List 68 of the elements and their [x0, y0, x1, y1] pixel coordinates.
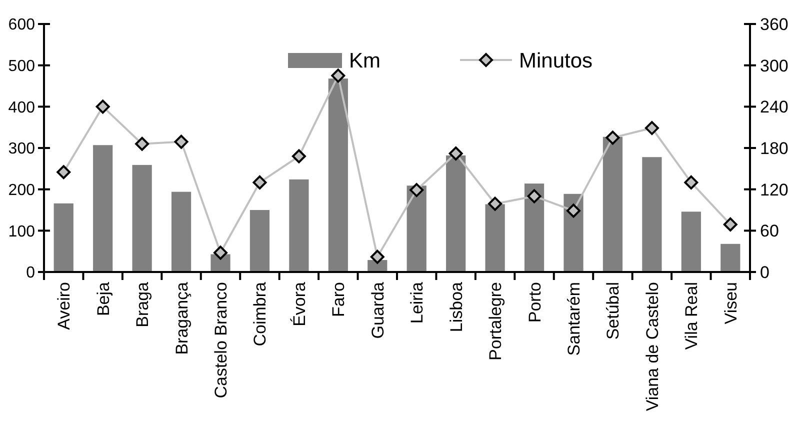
bar: [524, 184, 544, 272]
y-tick-label: 0: [26, 264, 36, 282]
bar: [681, 212, 701, 272]
point: [370, 250, 384, 264]
x-tick-label: Leiria: [408, 281, 427, 324]
x-tick-label: Setúbal: [604, 282, 623, 340]
point: [644, 121, 659, 136]
x-tick-label: Faro: [329, 282, 348, 317]
bar: [171, 192, 192, 272]
bar: [602, 136, 623, 272]
x-tick-label: Aveiro: [54, 282, 74, 330]
point: [410, 183, 424, 198]
x-tick-label: Santarém: [564, 282, 584, 356]
x-tick-label: Lisboa: [446, 281, 466, 332]
y-tick-label: 600: [8, 16, 36, 34]
point: [56, 165, 71, 180]
y-tick-label: 200: [8, 182, 36, 199]
bar: [132, 164, 152, 272]
x-tick-label: Évora: [290, 281, 309, 326]
y2-tick-label: 240: [760, 98, 788, 117]
legend-label: Km: [349, 49, 380, 72]
y2-tick-label: 0: [760, 262, 770, 282]
bar: [406, 186, 426, 272]
point: [448, 146, 463, 161]
y2-tick-label: 180: [760, 138, 788, 158]
point: [252, 175, 267, 190]
x-tick-label: Guarda: [368, 281, 388, 339]
point: [331, 68, 346, 83]
bar: [328, 78, 348, 272]
bar: [289, 179, 309, 272]
point: [174, 134, 188, 149]
point: [606, 130, 620, 145]
x-tick-label: Vila Real: [682, 282, 702, 350]
x-tick-label: Porto: [525, 282, 544, 323]
bar: [250, 210, 270, 272]
x-tick-label: Portalegre: [486, 282, 506, 360]
y-tick-label: 300: [8, 140, 36, 158]
point: [723, 217, 738, 232]
x-tick-label: Viseu: [721, 282, 740, 324]
point: [566, 204, 580, 218]
x-tick-label: Coimbra: [250, 281, 270, 346]
x-tick-label: Beja: [94, 281, 113, 316]
y-tick-label: 400: [8, 99, 36, 116]
x-tick-label: Bragança: [172, 281, 192, 355]
x-tick-label: Castelo Branco: [212, 282, 230, 398]
point: [527, 189, 542, 204]
point: [135, 136, 150, 151]
point: [684, 175, 698, 190]
y2-tick-label: 120: [760, 180, 788, 200]
bar: [485, 204, 505, 272]
bar: [446, 155, 466, 272]
y2-tick-label: 60: [760, 222, 779, 241]
bar: [642, 157, 662, 272]
bar: [720, 244, 740, 272]
point: [96, 100, 110, 114]
x-tick-label: Braga: [133, 281, 152, 328]
bar: [54, 203, 74, 272]
y-tick-label: 100: [8, 223, 36, 240]
x-tick-label: Viana de Castelo: [642, 282, 662, 412]
y2-tick-label: 300: [760, 56, 788, 76]
legend-label: Minutos: [519, 49, 593, 72]
y2-tick-label: 360: [760, 14, 788, 34]
point: [292, 149, 306, 164]
point: [214, 246, 228, 260]
bar: [564, 194, 584, 272]
bar: [93, 145, 113, 272]
y-tick-label: 500: [8, 58, 36, 75]
point: [488, 196, 502, 211]
